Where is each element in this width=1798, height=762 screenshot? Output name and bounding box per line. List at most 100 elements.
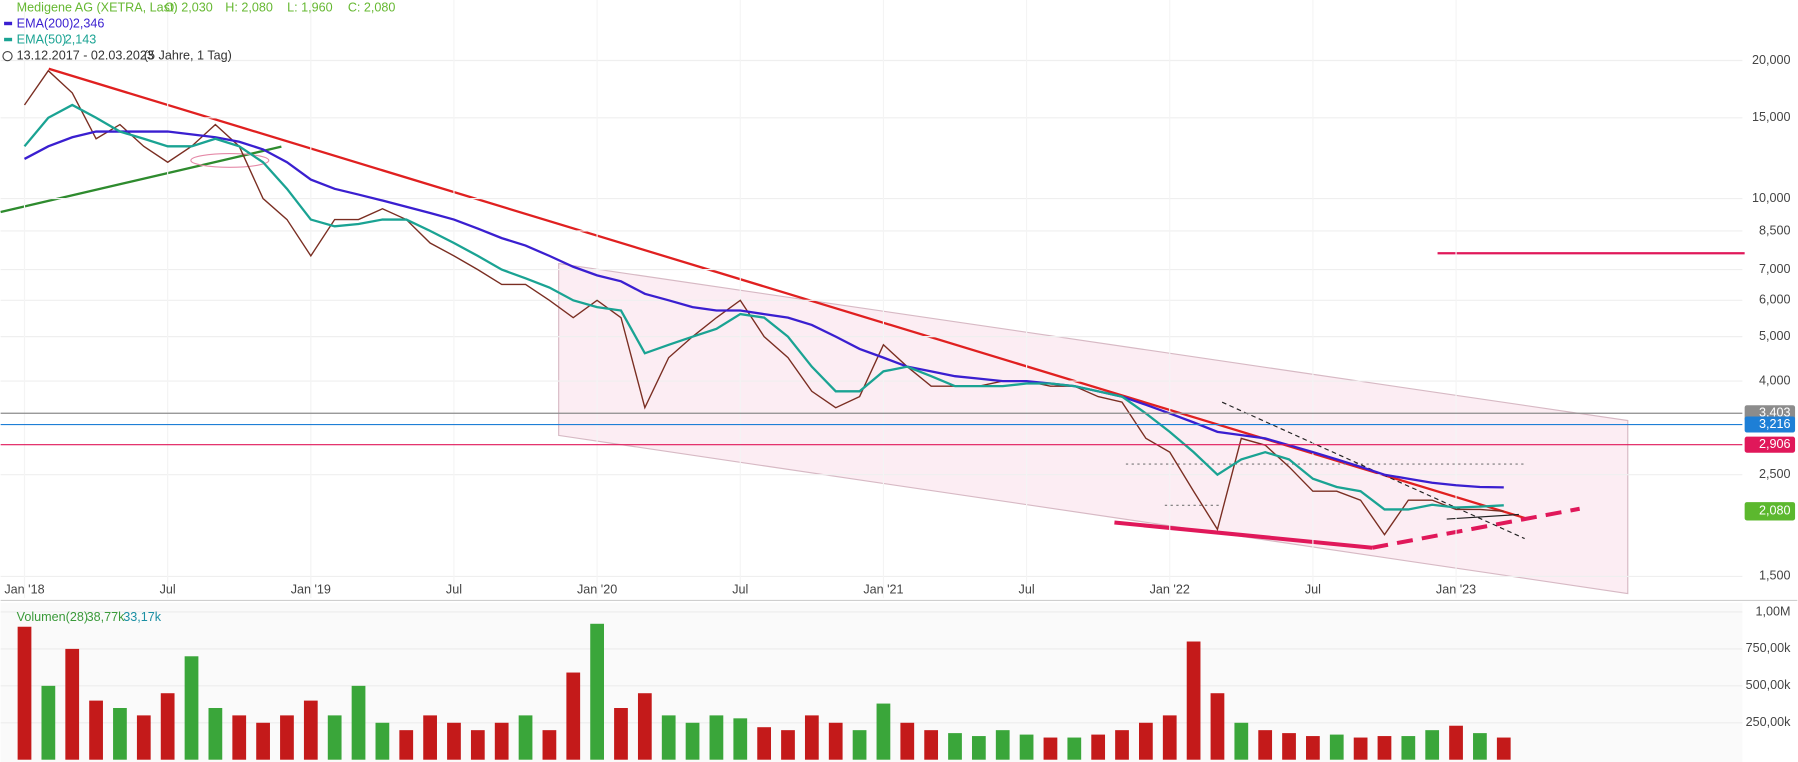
header: Medigene AG (XETRA, Last) O: 2,030 H: 2,… xyxy=(2,0,396,624)
support-line xyxy=(1114,520,1373,550)
volume-bar xyxy=(136,715,151,760)
volume-bar xyxy=(1210,693,1225,760)
wedge-line xyxy=(1221,401,1525,540)
y-tick-label: 4,000 xyxy=(1759,373,1791,387)
y-tick-label: 15,000 xyxy=(1752,110,1791,124)
y-tick-label: 750,00k xyxy=(1746,641,1792,655)
volume-bar xyxy=(709,715,724,760)
legend-entry: EMA(200) xyxy=(17,16,74,30)
last-price-badge xyxy=(1744,502,1796,521)
volume-bar xyxy=(113,707,127,760)
x-tick-label: Jan '23 xyxy=(1436,582,1476,596)
price-line xyxy=(23,69,1504,536)
y-tick-label: 1,00M xyxy=(1755,604,1790,618)
x-tick-label: Jul xyxy=(1305,582,1321,596)
volume-bar xyxy=(518,715,533,760)
y-tick-label: 500,00k xyxy=(1746,678,1792,692)
volume-bar xyxy=(637,693,652,760)
instrument-title: Medigene AG (XETRA, Last) xyxy=(17,0,178,14)
volume-bar xyxy=(399,730,414,760)
volume-bar xyxy=(828,722,843,760)
volume-bar xyxy=(1425,730,1440,760)
volume-bar xyxy=(280,715,294,760)
volume-bar xyxy=(1377,736,1392,760)
y-tick-label: 2,500 xyxy=(1759,467,1791,481)
volume-bar xyxy=(1115,730,1129,760)
volume-bar xyxy=(447,722,461,760)
volume-bar xyxy=(1401,736,1416,760)
volume-bar xyxy=(17,626,32,760)
volume-bar xyxy=(1473,733,1487,760)
ohlc: C: 2,080 xyxy=(348,0,396,14)
volume-bar xyxy=(1043,737,1058,760)
x-tick-label: Jul xyxy=(446,582,462,596)
volume-bar xyxy=(1019,734,1034,760)
volume-bar xyxy=(804,715,819,760)
legend-value: 2,143 xyxy=(65,32,97,46)
level-label: 2,906 xyxy=(1759,437,1791,451)
volume-bar xyxy=(733,718,748,760)
x-tick-label: Jan '18 xyxy=(4,582,44,596)
volume-bar xyxy=(494,722,509,760)
x-tick-label: Jul xyxy=(732,582,748,596)
volume-bar xyxy=(160,693,175,760)
volume-bar xyxy=(1496,737,1511,760)
volume-bar xyxy=(423,715,437,760)
volume-bar xyxy=(757,727,772,760)
volume-bar xyxy=(184,656,199,760)
level-badge xyxy=(1744,416,1796,433)
legend-swatch xyxy=(4,37,13,42)
volume-bar xyxy=(1282,733,1296,760)
y-tick-label: 7,000 xyxy=(1759,262,1791,276)
y-tick-label: 6,000 xyxy=(1759,293,1791,307)
wedge-line xyxy=(1446,513,1519,520)
volume-bar xyxy=(1091,734,1106,760)
legend-value: 2,346 xyxy=(73,16,105,30)
volume-bar xyxy=(41,685,56,760)
level-label: 3,216 xyxy=(1759,417,1791,431)
y-tick-label: 250,00k xyxy=(1746,715,1792,729)
volume-bar xyxy=(614,707,628,760)
volume-ma: 38,77k xyxy=(87,610,126,624)
volume-bar xyxy=(781,730,795,760)
level-label: 3,403 xyxy=(1759,406,1791,420)
volume-bar xyxy=(1329,734,1344,760)
volume-bar xyxy=(900,722,915,760)
volume-bar xyxy=(1353,737,1368,760)
x-tick-label: Jan '22 xyxy=(1150,582,1190,596)
ohlc: O: 2,030 xyxy=(165,0,213,14)
volume-ma: 33,17k xyxy=(123,610,162,624)
volume-bar xyxy=(661,715,676,760)
last-price-label: 2,080 xyxy=(1759,504,1791,518)
x-tick-label: Jul xyxy=(1019,582,1035,596)
trend-channel xyxy=(558,262,1629,595)
volume-bar xyxy=(208,707,223,760)
volume-bar xyxy=(590,623,604,760)
support-line-projection xyxy=(1371,506,1581,550)
volume-bar xyxy=(876,703,891,760)
highlight-ellipse xyxy=(190,152,270,168)
volume-bar xyxy=(924,730,939,760)
volume-bar xyxy=(566,672,581,760)
volume-bar xyxy=(303,700,318,760)
level-badge xyxy=(1744,436,1796,453)
ohlc: H: 2,080 xyxy=(225,0,273,14)
volume-bar xyxy=(995,730,1010,760)
volume-bar xyxy=(948,733,962,760)
volume-bar xyxy=(542,730,557,760)
ema-line xyxy=(23,130,1504,489)
volume-bar xyxy=(685,722,700,760)
volume-bar xyxy=(351,685,366,760)
volume-bar xyxy=(1258,730,1273,760)
x-tick-label: Jan '20 xyxy=(577,582,617,596)
volume-bar xyxy=(1306,736,1320,760)
period-note: (5 Jahre, 1 Tag) xyxy=(144,48,232,62)
y-tick-label: 20,000 xyxy=(1752,53,1791,67)
volume-bar xyxy=(470,730,485,760)
x-tick-label: Jan '21 xyxy=(863,582,903,596)
volume-bar xyxy=(232,715,247,760)
legend-swatch xyxy=(4,21,13,26)
period: 13.12.2017 - 02.03.2023 xyxy=(17,48,154,62)
